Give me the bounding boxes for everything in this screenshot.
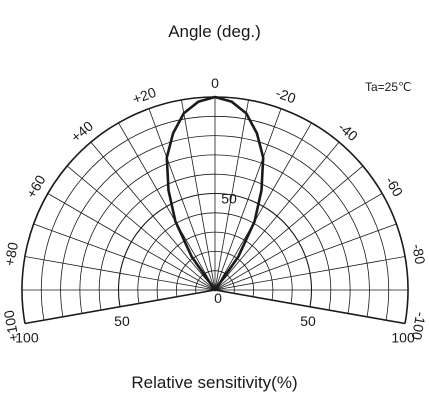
chart-title: Angle (deg.) [168,22,261,41]
angle-tick-label: +20 [130,84,158,107]
grid-spoke [214,256,406,291]
grid-spoke [214,99,249,291]
grid-spoke [118,122,216,291]
grid-spoke [181,99,216,291]
grid-spoke [214,141,340,291]
x-axis-label: Relative sensitivity(%) [131,373,298,392]
grid-spoke [214,223,397,291]
polar-grid [21,96,409,325]
radial-tick-label: 100 [391,330,415,346]
angle-tick-label: -40 [335,119,361,144]
grid-spoke [66,165,216,291]
grid-spoke [24,256,216,291]
condition-label: Ta=25℃ [365,80,412,94]
sensitivity-curve [165,95,265,292]
grid-spoke [214,165,364,291]
boundary-spoke [24,289,216,325]
radial-tick-label: 50 [300,313,316,329]
grid-spoke [214,108,282,291]
angle-tick-label: +60 [23,172,49,201]
grid-spoke [214,193,383,291]
angle-tick-label: +100 [0,309,21,343]
radial-tick-label: 100 [15,330,39,346]
boundary-spoke [214,289,406,325]
angle-tick-label: -60 [382,174,406,200]
radial-tick-label: 50 [114,313,130,329]
center-scale-label: 50 [221,191,237,207]
grid-spoke [90,141,216,291]
angle-tick-label: -20 [274,85,299,107]
grid-spoke [148,108,216,291]
grid-spoke [33,223,216,291]
angle-tick-label: -80 [409,243,428,266]
grid-spoke [47,193,216,291]
radial-tick-label: 0 [214,290,222,306]
sensitivity-curve-layer [165,95,265,292]
angle-tick-label: -100 [409,311,429,342]
angle-tick-label: 0 [211,75,219,91]
grid-spoke [214,122,312,291]
angle-tick-label: +80 [1,241,21,267]
